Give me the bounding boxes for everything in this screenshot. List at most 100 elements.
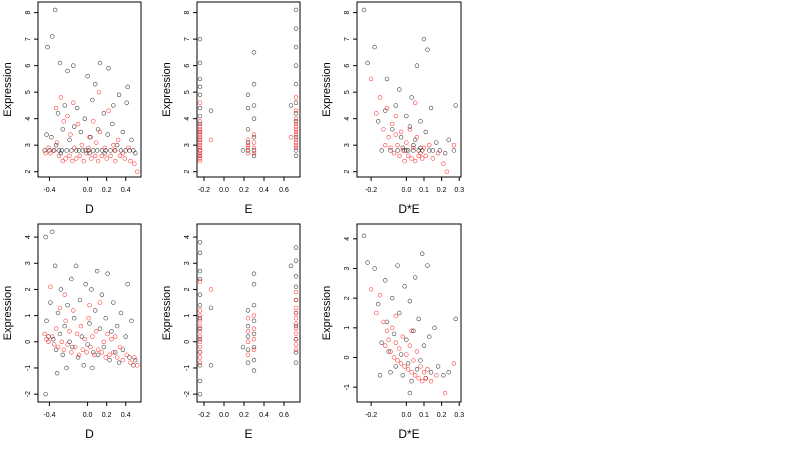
data-point [293, 284, 299, 290]
data-point [93, 81, 98, 87]
data-point [251, 148, 257, 153]
data-point [43, 234, 48, 240]
data-point [384, 105, 390, 111]
y-tick-label: 7 [344, 37, 351, 41]
data-point [127, 355, 132, 360]
y-tick-label: 4 [344, 117, 351, 121]
y-tick-label: -1 [184, 365, 191, 371]
data-point [71, 63, 76, 68]
data-point [197, 145, 203, 151]
data-point [393, 340, 398, 345]
data-point [245, 150, 251, 156]
x-axis-label: D [85, 427, 94, 441]
data-point [108, 153, 113, 158]
y-tick-label: 4 [344, 237, 351, 241]
data-point [293, 81, 299, 87]
data-point [128, 158, 133, 164]
y-tick-label: 7 [184, 37, 191, 41]
data-point [379, 340, 384, 345]
data-point [93, 153, 98, 158]
data-point [293, 321, 299, 326]
data-point [77, 153, 83, 158]
data-point [293, 129, 299, 135]
data-point [105, 271, 110, 276]
data-point [70, 344, 75, 350]
data-point [44, 318, 49, 324]
x-tick-label: 0.4 [259, 412, 269, 419]
data-point [57, 60, 63, 66]
data-point [112, 148, 117, 153]
data-point [134, 169, 140, 174]
data-point [72, 316, 77, 321]
x-tick-label: 0.0 [83, 187, 93, 194]
scatter-panel-5: -0.2 0.0 0.2 0.4 0.6 -2 -1 0 1 2 3 4 E Expression [161, 223, 301, 441]
data-point [114, 142, 120, 148]
series-red-points [42, 284, 140, 368]
data-point [51, 148, 56, 153]
data-point [89, 156, 94, 161]
data-point [197, 302, 203, 308]
data-point [111, 103, 116, 108]
data-point [114, 323, 120, 329]
data-point [197, 344, 203, 350]
x-tick-label: 0.4 [121, 187, 131, 194]
y-tick-label: 3 [25, 143, 32, 147]
data-point [63, 156, 68, 161]
data-point [105, 132, 110, 137]
series-red-points [197, 279, 299, 365]
y-tick-label: 0 [184, 340, 191, 344]
data-point [50, 334, 55, 339]
data-point [62, 103, 67, 108]
data-point [51, 336, 56, 342]
data-point [293, 326, 299, 331]
data-point [409, 156, 414, 161]
data-point [293, 336, 299, 342]
data-point [446, 137, 451, 143]
data-point [114, 355, 120, 360]
scatter-panel-1: -0.4 0.0 0.2 0.4 2 3 4 5 6 7 8 D Expression [2, 1, 142, 216]
data-point [55, 111, 61, 116]
data-point [420, 379, 425, 384]
data-point [435, 364, 441, 369]
data-point [409, 379, 414, 384]
data-point [60, 352, 65, 358]
data-point [103, 148, 108, 153]
data-point [50, 34, 55, 39]
y-tick-label: 8 [25, 11, 32, 15]
data-point [293, 44, 299, 50]
data-point [245, 142, 251, 148]
data-point [197, 119, 203, 124]
data-point [197, 276, 203, 282]
data-point [453, 316, 458, 322]
data-point [414, 349, 420, 354]
data-point [42, 331, 47, 337]
data-point [53, 347, 59, 352]
y-tick-label: 6 [25, 64, 32, 68]
data-point [102, 150, 107, 156]
data-point [99, 153, 105, 158]
data-point [129, 318, 134, 324]
y-tick-label: 2 [184, 287, 191, 291]
data-point [434, 373, 439, 378]
series-black-points [197, 240, 299, 397]
data-point [46, 145, 51, 151]
data-point [245, 347, 251, 352]
data-point [404, 352, 409, 357]
data-point [197, 336, 203, 342]
data-point [74, 331, 80, 337]
data-point [402, 364, 407, 369]
data-point [104, 156, 109, 161]
data-point [197, 391, 203, 397]
data-point [197, 148, 203, 153]
data-point [57, 305, 63, 310]
data-point [49, 135, 54, 140]
data-point [421, 145, 427, 151]
data-point [414, 135, 420, 140]
data-point [85, 342, 90, 347]
data-point [208, 363, 214, 368]
data-point [293, 342, 299, 347]
data-point [293, 350, 299, 355]
data-point [117, 153, 123, 158]
data-point [414, 63, 420, 68]
data-point [197, 334, 203, 339]
